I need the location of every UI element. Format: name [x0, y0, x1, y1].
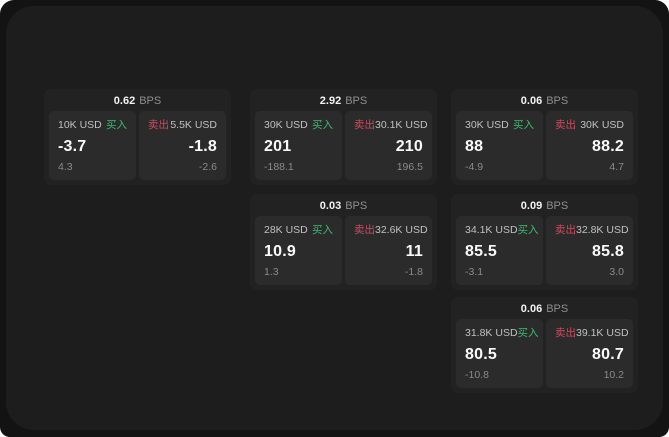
- buy-sub-value: -188.1: [264, 161, 294, 173]
- buy-panel[interactable]: 10K USD 买入 -3.7 4.3: [49, 111, 136, 180]
- content-surface: 0.62 BPS 10K USD 买入 -3.7 4.3 卖出 5.5K USD: [6, 6, 663, 430]
- bps-value: 0.09: [520, 200, 543, 212]
- sell-tag: 卖出: [555, 224, 576, 236]
- sell-price: 80.7: [592, 345, 624, 363]
- bps-unit: BPS: [345, 200, 368, 212]
- sell-price: 88.2: [592, 137, 624, 155]
- quote-panels: 30K USD 买入 88 -4.9 卖出 30K USD 88.2 4.7: [456, 111, 633, 180]
- buy-tag: 买入: [106, 119, 127, 131]
- buy-sub-value: 1.3: [264, 266, 279, 278]
- buy-price: 85.5: [465, 242, 497, 260]
- sell-amount: 30.1K USD: [375, 119, 428, 131]
- sell-tag: 卖出: [354, 224, 375, 236]
- buy-amount: 30K USD: [465, 119, 509, 131]
- buy-price: -3.7: [58, 137, 87, 155]
- sell-panel[interactable]: 卖出 30.1K USD 210 196.5: [345, 111, 432, 180]
- quote-panels: 31.8K USD 买入 80.5 -10.8 卖出 39.1K USD 80.…: [456, 319, 633, 388]
- buy-panel[interactable]: 34.1K USD 买入 85.5 -3.1: [456, 216, 543, 285]
- bps-header: 2.92 BPS: [255, 94, 432, 108]
- bps-unit: BPS: [139, 95, 162, 107]
- quote-card-1: 0.62 BPS 10K USD 买入 -3.7 4.3 卖出 5.5K USD: [44, 89, 231, 185]
- sell-panel[interactable]: 卖出 32.8K USD 85.8 3.0: [546, 216, 633, 285]
- quote-card-5: 0.09 BPS 34.1K USD 买入 85.5 -3.1 卖出 32.8K …: [451, 194, 638, 290]
- buy-panel[interactable]: 31.8K USD 买入 80.5 -10.8: [456, 319, 543, 388]
- sell-price: 210: [395, 137, 423, 155]
- bps-value: 0.03: [319, 200, 342, 212]
- bps-header: 0.06 BPS: [456, 302, 633, 316]
- bps-unit: BPS: [546, 95, 569, 107]
- sell-amount: 39.1K USD: [576, 327, 629, 339]
- quote-panels: 28K USD 买入 10.9 1.3 卖出 32.6K USD 11 -1.8: [255, 216, 432, 285]
- sell-tag: 卖出: [555, 327, 576, 339]
- buy-price: 201: [264, 137, 292, 155]
- buy-amount: 34.1K USD: [465, 224, 518, 236]
- sell-price: 85.8: [592, 242, 624, 260]
- bps-header: 0.03 BPS: [255, 199, 432, 213]
- buy-tag: 买入: [517, 224, 539, 236]
- sell-price: 11: [405, 242, 423, 260]
- buy-price: 80.5: [465, 345, 497, 363]
- buy-tag: 买入: [312, 224, 333, 236]
- buy-tag: 买入: [513, 119, 534, 131]
- sell-panel[interactable]: 卖出 39.1K USD 80.7 10.2: [546, 319, 633, 388]
- sell-sub-value: 10.2: [603, 369, 624, 381]
- sell-panel[interactable]: 卖出 32.6K USD 11 -1.8: [345, 216, 432, 285]
- sell-sub-value: 196.5: [396, 161, 423, 173]
- bps-unit: BPS: [546, 303, 569, 315]
- sell-panel[interactable]: 卖出 5.5K USD -1.8 -2.6: [139, 111, 226, 180]
- buy-sub-value: -10.8: [465, 369, 489, 381]
- bps-header: 0.06 BPS: [456, 94, 633, 108]
- sell-amount: 32.8K USD: [576, 224, 629, 236]
- sell-price: -1.8: [188, 137, 217, 155]
- buy-price: 10.9: [264, 242, 296, 260]
- bps-value: 0.62: [113, 95, 136, 107]
- sell-sub-value: -1.8: [404, 266, 423, 278]
- buy-sub-value: -4.9: [465, 161, 484, 173]
- quote-card-3: 0.06 BPS 30K USD 买入 88 -4.9 卖出 30K USD: [451, 89, 638, 185]
- buy-panel[interactable]: 30K USD 买入 201 -188.1: [255, 111, 342, 180]
- bps-unit: BPS: [345, 95, 368, 107]
- bps-header: 0.62 BPS: [49, 94, 226, 108]
- quote-card-6: 0.06 BPS 31.8K USD 买入 80.5 -10.8 卖出 39.1K…: [451, 297, 638, 393]
- sell-sub-value: 3.0: [609, 266, 624, 278]
- quote-panels: 30K USD 买入 201 -188.1 卖出 30.1K USD 210 1…: [255, 111, 432, 180]
- buy-price: 88: [465, 137, 484, 155]
- sell-amount: 5.5K USD: [170, 119, 217, 131]
- sell-sub-value: -2.6: [198, 161, 217, 173]
- buy-amount: 10K USD: [58, 119, 102, 131]
- sell-sub-value: 4.7: [609, 161, 624, 173]
- bps-value: 0.06: [520, 95, 543, 107]
- buy-panel[interactable]: 28K USD 买入 10.9 1.3: [255, 216, 342, 285]
- quote-card-4: 0.03 BPS 28K USD 买入 10.9 1.3 卖出 32.6K USD: [250, 194, 437, 290]
- quote-panels: 10K USD 买入 -3.7 4.3 卖出 5.5K USD -1.8 -2.…: [49, 111, 226, 180]
- quote-panels: 34.1K USD 买入 85.5 -3.1 卖出 32.8K USD 85.8…: [456, 216, 633, 285]
- buy-amount: 31.8K USD: [465, 327, 518, 339]
- bps-value: 0.06: [520, 303, 543, 315]
- sell-tag: 卖出: [148, 119, 169, 131]
- buy-panel[interactable]: 30K USD 买入 88 -4.9: [456, 111, 543, 180]
- sell-tag: 卖出: [555, 119, 576, 131]
- buy-tag: 买入: [312, 119, 333, 131]
- sell-tag: 卖出: [354, 119, 375, 131]
- buy-amount: 30K USD: [264, 119, 308, 131]
- buy-sub-value: -3.1: [465, 266, 484, 278]
- sell-amount: 30K USD: [580, 119, 624, 131]
- sell-amount: 32.6K USD: [375, 224, 428, 236]
- bps-unit: BPS: [546, 200, 569, 212]
- buy-amount: 28K USD: [264, 224, 308, 236]
- bps-value: 2.92: [319, 95, 342, 107]
- buy-sub-value: 4.3: [58, 161, 73, 173]
- quote-card-2: 2.92 BPS 30K USD 买入 201 -188.1 卖出 30.1K U…: [250, 89, 437, 185]
- bps-header: 0.09 BPS: [456, 199, 633, 213]
- buy-tag: 买入: [517, 327, 539, 339]
- sell-panel[interactable]: 卖出 30K USD 88.2 4.7: [546, 111, 633, 180]
